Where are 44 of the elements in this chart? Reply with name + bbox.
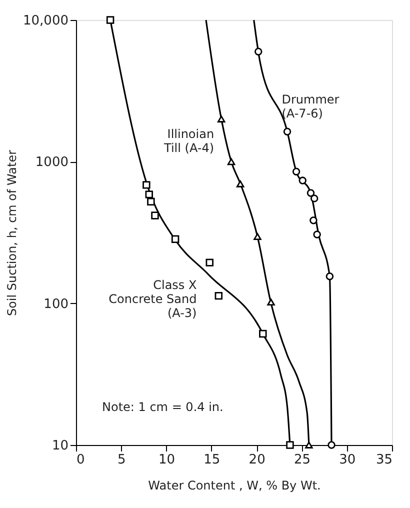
x-tick-label: 10 bbox=[158, 452, 176, 468]
point bbox=[310, 194, 318, 202]
x-tick-label: 20 bbox=[248, 452, 266, 468]
point bbox=[259, 330, 267, 338]
point bbox=[227, 158, 236, 166]
point bbox=[218, 116, 226, 122]
x-tick-label: 5 bbox=[118, 452, 126, 468]
point bbox=[151, 212, 159, 220]
x-axis-title: Water Content , W, % By Wt. bbox=[148, 478, 321, 492]
point bbox=[328, 441, 336, 449]
point bbox=[286, 441, 294, 449]
point bbox=[214, 292, 223, 300]
point bbox=[305, 442, 313, 448]
x-tick-label: 15 bbox=[204, 452, 220, 468]
point bbox=[326, 272, 334, 280]
y-tick-label: 1000 bbox=[35, 155, 68, 170]
annotation: Illinoian Till (A-4) bbox=[163, 126, 214, 155]
x-tick-label: 0 bbox=[76, 452, 85, 468]
point bbox=[106, 16, 114, 24]
point bbox=[142, 181, 150, 189]
x-tick-label: 30 bbox=[339, 452, 356, 468]
annotation: Note: 1 cm = 0.4 in. bbox=[102, 400, 224, 414]
point bbox=[145, 190, 153, 198]
point bbox=[306, 189, 315, 197]
point bbox=[310, 216, 318, 224]
y-tick-label: 10 bbox=[52, 438, 68, 454]
point bbox=[267, 298, 275, 306]
point bbox=[292, 168, 300, 176]
x-tick-label: 25 bbox=[294, 452, 310, 468]
annotation: Drummer (A-7-6) bbox=[282, 92, 340, 121]
y-axis-title: Soil Suction, h, cm of Water bbox=[5, 150, 20, 316]
point bbox=[283, 128, 292, 136]
annotation: Class X Concrete Sand (A-3) bbox=[108, 278, 197, 320]
point bbox=[313, 230, 321, 238]
x-tick-label: 35 bbox=[376, 452, 392, 468]
point bbox=[254, 48, 262, 56]
point bbox=[171, 235, 180, 243]
point bbox=[254, 233, 262, 240]
y-tick-label: 10,000 bbox=[23, 14, 68, 28]
point bbox=[236, 180, 244, 188]
point bbox=[298, 176, 306, 184]
y-tick-label: 100 bbox=[44, 296, 68, 312]
point bbox=[147, 198, 155, 206]
point bbox=[206, 258, 214, 266]
